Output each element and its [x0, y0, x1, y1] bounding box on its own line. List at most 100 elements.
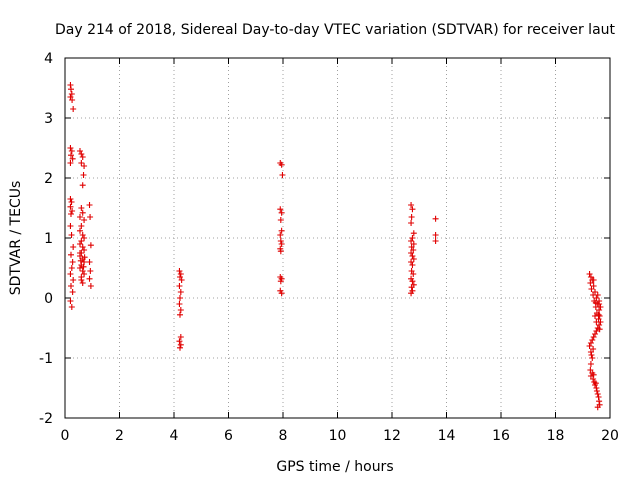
- data-point: [67, 211, 74, 217]
- data-point: [592, 380, 599, 387]
- data-point: [278, 161, 285, 168]
- data-point: [410, 271, 417, 277]
- data-point: [76, 265, 83, 271]
- data-point: [81, 254, 88, 261]
- data-point: [277, 206, 284, 213]
- y-tick-label: 3: [44, 111, 53, 127]
- data-point: [278, 290, 285, 297]
- x-tick-label: 4: [170, 428, 179, 444]
- data-point: [408, 290, 415, 297]
- data-point: [67, 160, 74, 166]
- data-point: [590, 334, 597, 340]
- data-point: [586, 343, 593, 349]
- data-point: [594, 391, 601, 397]
- data-point: [177, 271, 184, 277]
- data-point: [67, 298, 74, 304]
- data-point: [593, 319, 600, 325]
- data-point: [594, 292, 601, 298]
- data-point: [176, 295, 183, 301]
- data-point: [86, 259, 93, 265]
- data-point: [595, 311, 602, 318]
- data-point: [432, 232, 439, 238]
- data-point: [77, 257, 84, 264]
- data-point: [176, 268, 183, 274]
- data-point: [70, 244, 77, 250]
- x-tick-label: 12: [383, 428, 401, 444]
- data-point: [587, 340, 594, 346]
- data-point: [432, 238, 439, 244]
- y-tick-label: -1: [39, 351, 53, 367]
- data-point: [67, 196, 74, 202]
- data-point: [79, 280, 86, 286]
- data-point: [593, 328, 600, 334]
- data-point: [76, 214, 83, 220]
- data-point: [410, 230, 417, 237]
- data-point: [176, 338, 183, 345]
- data-point: [590, 277, 597, 283]
- data-point: [279, 172, 286, 178]
- data-point: [78, 151, 85, 157]
- data-point: [87, 214, 94, 220]
- data-point: [409, 262, 416, 268]
- data-point: [587, 361, 594, 367]
- data-point: [592, 313, 599, 319]
- data-point: [69, 289, 76, 295]
- data-point: [596, 301, 603, 307]
- data-point: [78, 160, 85, 166]
- data-point: [78, 238, 85, 244]
- data-point: [593, 388, 600, 394]
- data-point: [67, 271, 74, 277]
- data-point: [78, 223, 85, 229]
- data-point: [594, 404, 601, 411]
- data-point: [176, 283, 183, 289]
- data-point: [587, 274, 594, 280]
- x-tick-label: 16: [492, 428, 510, 444]
- data-point: [69, 208, 76, 214]
- data-point: [87, 268, 94, 274]
- x-tick-label: 18: [547, 428, 565, 444]
- data-point: [277, 248, 284, 255]
- data-point: [79, 154, 86, 160]
- data-point: [408, 220, 415, 226]
- data-point: [68, 91, 75, 97]
- data-point: [67, 86, 74, 93]
- data-point: [178, 277, 185, 283]
- data-point: [592, 331, 599, 337]
- data-point: [80, 263, 87, 270]
- data-point: [68, 265, 75, 271]
- x-tick-label: 8: [279, 428, 288, 444]
- data-point: [277, 278, 284, 285]
- data-point: [278, 209, 285, 216]
- data-point: [69, 259, 76, 265]
- data-point: [87, 283, 94, 289]
- data-point: [177, 307, 184, 313]
- data-point: [596, 326, 603, 333]
- y-tick-label: 1: [44, 231, 53, 247]
- data-point: [277, 232, 284, 238]
- data-point: [176, 344, 183, 351]
- data-point: [176, 301, 183, 307]
- data-point: [68, 304, 75, 310]
- data-point: [408, 259, 415, 265]
- data-point: [177, 341, 184, 348]
- data-point: [177, 334, 184, 340]
- x-tick-label: 2: [115, 428, 124, 444]
- data-point: [79, 232, 86, 238]
- data-point: [67, 223, 74, 229]
- data-point: [79, 209, 86, 216]
- data-point: [592, 299, 599, 306]
- data-point: [409, 206, 416, 213]
- data-point: [590, 346, 597, 352]
- y-tick-label: 0: [44, 291, 53, 307]
- data-point: [67, 203, 74, 210]
- data-point: [69, 155, 76, 162]
- data-points: [67, 82, 604, 411]
- data-point: [69, 97, 76, 103]
- data-point: [177, 289, 184, 295]
- data-point: [81, 163, 88, 169]
- data-point: [67, 251, 74, 258]
- data-point: [589, 337, 596, 343]
- chart-title: Day 214 of 2018, Sidereal Day-to-day VTE…: [55, 22, 616, 38]
